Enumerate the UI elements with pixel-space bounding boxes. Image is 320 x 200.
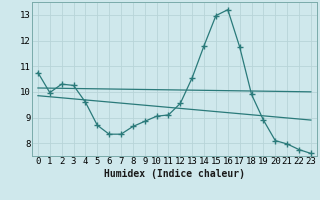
X-axis label: Humidex (Indice chaleur): Humidex (Indice chaleur) (104, 169, 245, 179)
